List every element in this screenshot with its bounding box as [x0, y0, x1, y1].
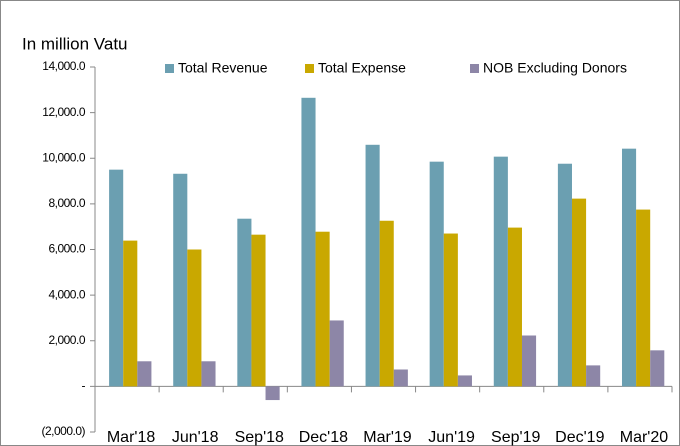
bar	[187, 249, 202, 387]
legend-label: Total Revenue	[178, 60, 268, 76]
y-tick-label: (2,000.0)	[41, 424, 85, 438]
y-tick-label: -	[82, 379, 86, 393]
x-tick-label: Mar'19	[363, 429, 412, 446]
x-tick-label: Sep'18	[235, 429, 284, 446]
bar	[571, 198, 587, 387]
bar	[315, 231, 330, 387]
bar	[429, 161, 444, 387]
bar	[173, 173, 188, 387]
y-tick-label: 4,000.0	[48, 287, 85, 301]
bar	[237, 218, 252, 387]
bar	[265, 386, 280, 401]
legend-swatch	[305, 64, 314, 73]
y-tick-label: 10,000.0	[42, 150, 86, 164]
bar	[301, 97, 316, 387]
bar	[365, 144, 380, 387]
bar	[507, 227, 522, 387]
legend-label: Total Expense	[318, 60, 406, 76]
bar	[137, 361, 152, 387]
y-tick-label: 6,000.0	[48, 242, 85, 256]
bar	[251, 234, 266, 387]
legend-label: NOB Excluding Donors	[483, 60, 627, 76]
bar	[621, 148, 637, 387]
x-tick-label: Mar'20	[620, 429, 669, 446]
bar	[123, 240, 138, 387]
bar	[329, 320, 344, 387]
bar	[521, 335, 537, 387]
bar	[650, 350, 665, 387]
bar	[443, 233, 458, 387]
bar	[586, 365, 601, 387]
legend-swatch	[470, 64, 479, 73]
bar	[636, 209, 651, 387]
bar	[393, 369, 408, 387]
bar	[457, 375, 472, 387]
y-tick-label: 12,000.0	[42, 105, 86, 119]
chart-title: In million Vatu	[22, 34, 128, 53]
bar	[379, 220, 394, 387]
legend-swatch	[165, 64, 174, 73]
x-tick-label: Dec'18	[299, 429, 348, 446]
y-tick-label: 14,000.0	[42, 59, 86, 73]
x-tick-label: Dec'19	[555, 429, 604, 446]
x-tick-label: Mar'18	[107, 429, 156, 446]
x-tick-label: Jun'19	[428, 429, 475, 446]
bar	[109, 169, 124, 387]
bar	[493, 156, 508, 387]
bar	[201, 361, 216, 387]
y-tick-label: 8,000.0	[48, 196, 85, 210]
x-tick-label: Sep'19	[491, 429, 540, 446]
y-tick-label: 2,000.0	[48, 333, 85, 347]
bar	[557, 163, 572, 387]
x-tick-label: Jun'18	[172, 429, 219, 446]
